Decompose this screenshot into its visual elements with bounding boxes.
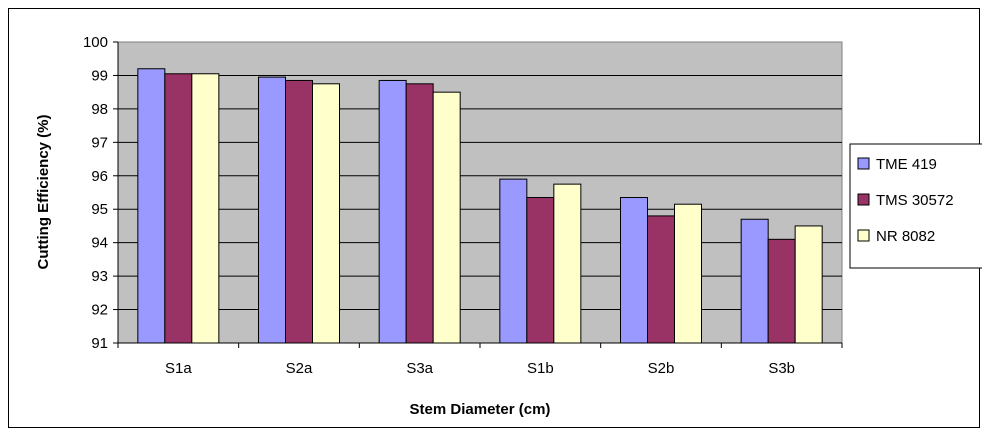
y-tick-label: 98: [91, 101, 108, 118]
x-tick-label: S3b: [768, 360, 795, 377]
bars: [137, 68, 823, 344]
y-tick-label: 100: [83, 34, 108, 51]
bar-S3a-TMS-30572: [405, 83, 434, 344]
y-axis-title: Cutting Efficiency (%): [35, 114, 52, 269]
y-tick-label: 92: [91, 302, 108, 319]
y-tick-label: 95: [91, 201, 108, 218]
x-tick-label: S1b: [527, 360, 554, 377]
bar-S2b-NR-8082: [674, 203, 702, 344]
gridlines: [118, 74, 842, 311]
x-tick-label: S1a: [165, 360, 192, 377]
axes: [113, 41, 843, 348]
x-tick-label: S3a: [406, 360, 433, 377]
bar-S1a-TME-419: [137, 68, 166, 344]
legend-label: NR 8082: [876, 228, 935, 245]
legend-swatch: [857, 157, 870, 170]
legend-swatch: [857, 193, 870, 206]
legend-label: TMS 30572: [876, 192, 954, 209]
bar-S1a-TMS-30572: [164, 73, 193, 344]
bar-S3b-TMS-30572: [767, 238, 796, 344]
y-tick-label: 99: [91, 67, 108, 84]
y-tick-label: 96: [91, 168, 108, 185]
bar-S1a-NR-8082: [191, 73, 220, 344]
y-tick-label: 94: [91, 235, 108, 252]
legend-label: TME 419: [876, 156, 937, 173]
legend-swatch: [857, 229, 870, 242]
y-tick-labels: 91 92 93 94 95 96 97 98 99 100: [83, 34, 108, 352]
bar-S2a-TMS-30572: [285, 79, 313, 344]
bar-S2a-NR-8082: [312, 83, 340, 344]
legend-box: [849, 143, 982, 269]
bar-S3a-NR-8082: [432, 91, 461, 344]
bar-S3a-TME-419: [378, 79, 407, 344]
y-tick-label: 91: [91, 335, 108, 352]
x-tick-label: S2a: [286, 360, 313, 377]
y-tick-label: 93: [91, 268, 108, 285]
bar-S3b-TME-419: [740, 218, 769, 344]
bar-S2b-TMS-30572: [647, 215, 675, 344]
y-tick-label: 97: [91, 134, 108, 151]
x-axis-title: Stem Diameter (cm): [410, 401, 551, 418]
x-tick-label: S2b: [648, 360, 675, 377]
bar-S1b-TME-419: [499, 178, 528, 344]
x-tick-labels: S1a S2a S3a S1b S2b S3b: [165, 360, 795, 377]
bar-S1b-TMS-30572: [526, 197, 555, 344]
bar-S1b-NR-8082: [553, 183, 582, 344]
bar-S3b-NR-8082: [794, 225, 823, 344]
bar-S2a-TME-419: [258, 76, 286, 344]
bar-S2b-TME-419: [620, 197, 648, 344]
legend: TME 419 TMS 30572 NR 8082: [849, 143, 982, 269]
plot-area: [117, 41, 843, 344]
